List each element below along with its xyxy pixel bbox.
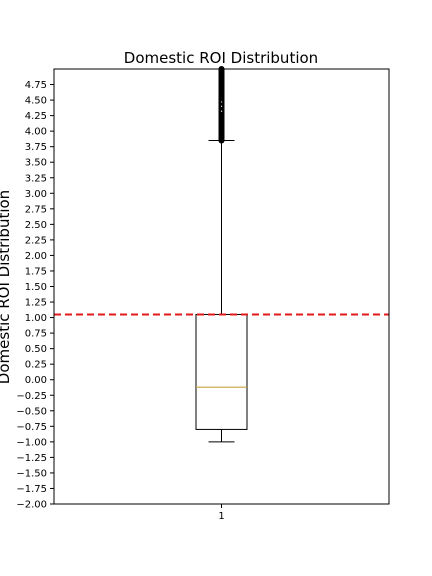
y-tick-label: 2.50	[25, 220, 47, 231]
y-tick-label: −2.00	[16, 500, 47, 511]
y-tick-label: 0.50	[25, 344, 47, 355]
y-tick-label: 0.75	[25, 329, 47, 340]
y-tick-label: 2.25	[25, 235, 47, 246]
iqr-box	[195, 313, 248, 430]
y-tick-label: −1.50	[16, 468, 47, 479]
y-tick-label: 3.50	[25, 158, 47, 169]
y-tick-label: 4.50	[25, 96, 47, 107]
y-tick-label: 1.50	[25, 282, 47, 293]
y-tick-label: 0.00	[25, 375, 47, 386]
y-tick-label: 4.75	[25, 80, 47, 91]
y-tick-label: 3.00	[25, 189, 47, 200]
y-tick-label: −0.50	[16, 406, 47, 417]
y-tick-label: −1.25	[16, 453, 47, 464]
y-tick-label: 4.25	[25, 111, 47, 122]
y-tick-label: 2.75	[25, 204, 47, 215]
x-tick-label: 1	[218, 511, 224, 522]
chart-title: Domestic ROI Distribution	[124, 49, 318, 67]
y-tick-label: 1.00	[25, 313, 47, 324]
y-ticks: −2.00 −1.75 −1.50 −1.25 −1.00 −0.75 −0.50 −0.25…	[16, 80, 54, 511]
y-tick-label: 2.00	[25, 251, 47, 262]
y-tick-label: 1.25	[25, 298, 47, 309]
y-tick-label: −1.75	[16, 484, 47, 495]
x-ticks: 1	[218, 504, 225, 522]
outlier-points	[218, 66, 225, 144]
y-tick-label: 0.25	[25, 360, 47, 371]
outlier-highlight	[220, 105, 223, 107]
plot-frame	[53, 68, 390, 505]
y-tick-label: 1.75	[25, 266, 47, 277]
y-tick-label: −0.75	[16, 422, 47, 433]
y-tick-label: −0.25	[16, 391, 47, 402]
y-tick-label: −1.00	[16, 437, 47, 448]
y-tick-label: 4.00	[25, 127, 47, 138]
y-axis-label: Domestic ROI Distribution	[0, 190, 13, 384]
outlier-highlight	[220, 110, 223, 112]
y-tick-label: 3.75	[25, 142, 47, 153]
y-tick-label: 3.25	[25, 173, 47, 184]
outlier-highlight	[220, 101, 223, 103]
plot-marks	[54, 66, 389, 443]
